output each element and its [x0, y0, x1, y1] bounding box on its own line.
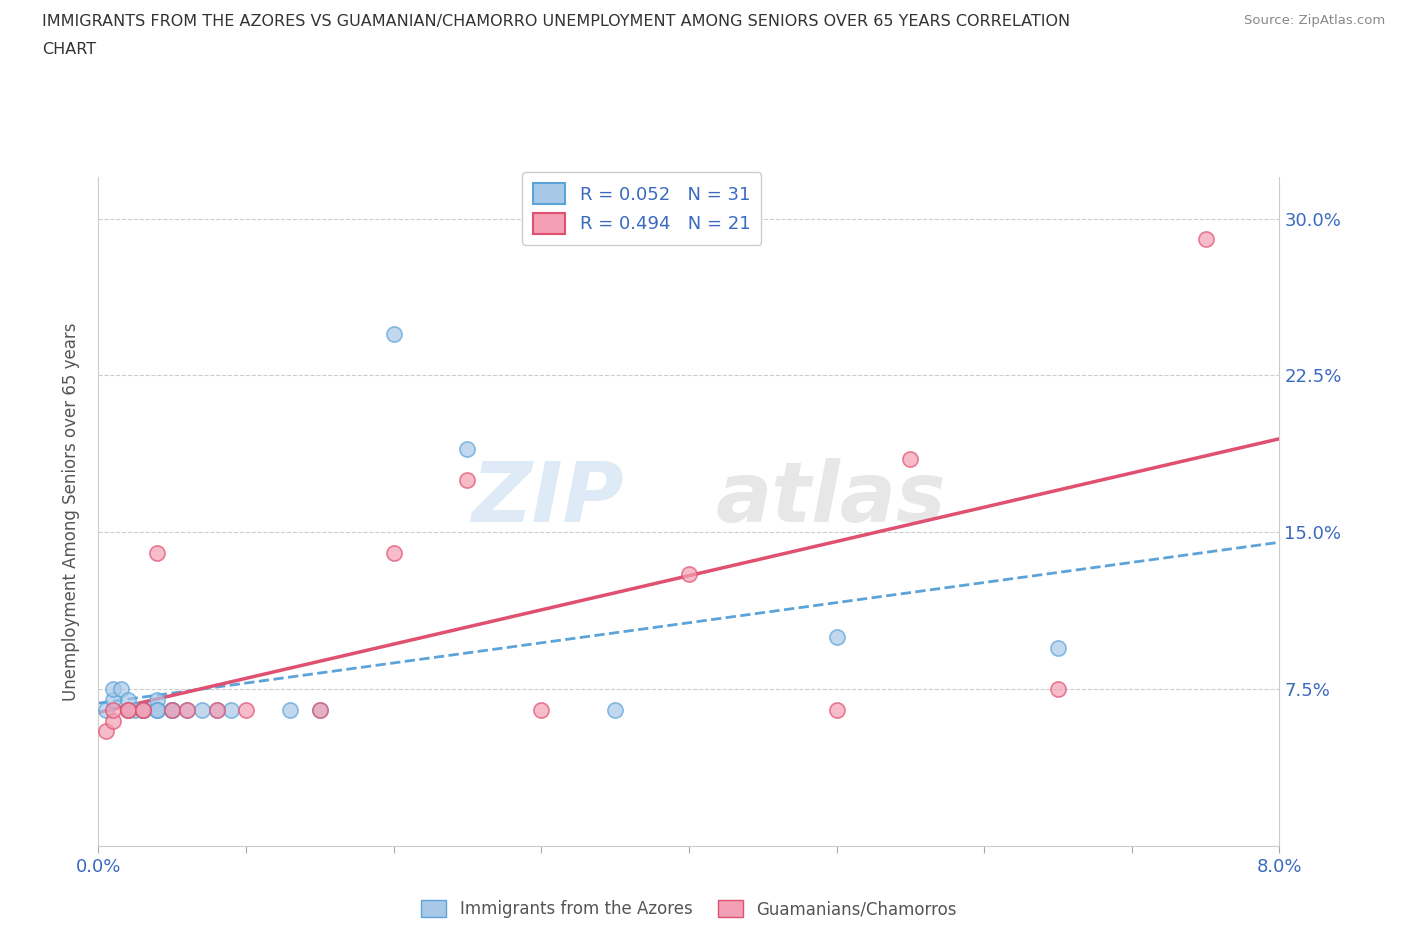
Point	[162, 703, 183, 718]
Point	[117, 703, 139, 718]
Point	[162, 703, 183, 718]
Point	[146, 546, 169, 561]
Text: IMMIGRANTS FROM THE AZORES VS GUAMANIAN/CHAMORRO UNEMPLOYMENT AMONG SENIORS OVER: IMMIGRANTS FROM THE AZORES VS GUAMANIAN/…	[42, 14, 1070, 29]
Point	[94, 703, 117, 718]
Point	[117, 703, 139, 718]
Point	[103, 682, 125, 697]
Point	[132, 703, 155, 718]
Point	[176, 703, 198, 718]
Text: atlas: atlas	[716, 458, 946, 538]
Legend: Immigrants from the Azores, Guamanians/Chamorros: Immigrants from the Azores, Guamanians/C…	[415, 894, 963, 925]
Point	[162, 703, 183, 718]
Y-axis label: Unemployment Among Seniors over 65 years: Unemployment Among Seniors over 65 years	[62, 323, 80, 700]
Point	[1046, 640, 1069, 655]
Text: CHART: CHART	[42, 42, 96, 57]
Point	[382, 546, 405, 561]
Point	[1194, 232, 1216, 247]
Point	[825, 703, 848, 718]
Point	[132, 703, 155, 718]
Point	[103, 703, 125, 718]
Text: Source: ZipAtlas.com: Source: ZipAtlas.com	[1244, 14, 1385, 27]
Point	[176, 703, 198, 718]
Point	[132, 703, 155, 718]
Point	[278, 703, 302, 718]
Point	[1046, 682, 1069, 697]
Point	[124, 703, 146, 718]
Point	[900, 452, 922, 467]
Point	[132, 703, 155, 718]
Point	[191, 703, 214, 718]
Point	[103, 692, 125, 708]
Point	[146, 692, 169, 708]
Point	[117, 692, 139, 708]
Point	[456, 472, 478, 487]
Point	[132, 703, 155, 718]
Point	[132, 703, 155, 718]
Point	[308, 703, 332, 718]
Point	[132, 703, 155, 718]
Point	[146, 703, 169, 718]
Point	[219, 703, 242, 718]
Point	[117, 703, 139, 718]
Text: ZIP: ZIP	[471, 458, 623, 538]
Point	[103, 713, 125, 728]
Point	[678, 567, 700, 582]
Point	[382, 326, 405, 341]
Point	[146, 703, 169, 718]
Point	[146, 703, 169, 718]
Point	[117, 703, 139, 718]
Point	[205, 703, 228, 718]
Point	[605, 703, 627, 718]
Point	[530, 703, 553, 718]
Point	[94, 724, 117, 738]
Point	[235, 703, 257, 718]
Point	[110, 682, 132, 697]
Point	[308, 703, 332, 718]
Point	[205, 703, 228, 718]
Point	[825, 630, 848, 644]
Point	[456, 442, 478, 457]
Point	[162, 703, 183, 718]
